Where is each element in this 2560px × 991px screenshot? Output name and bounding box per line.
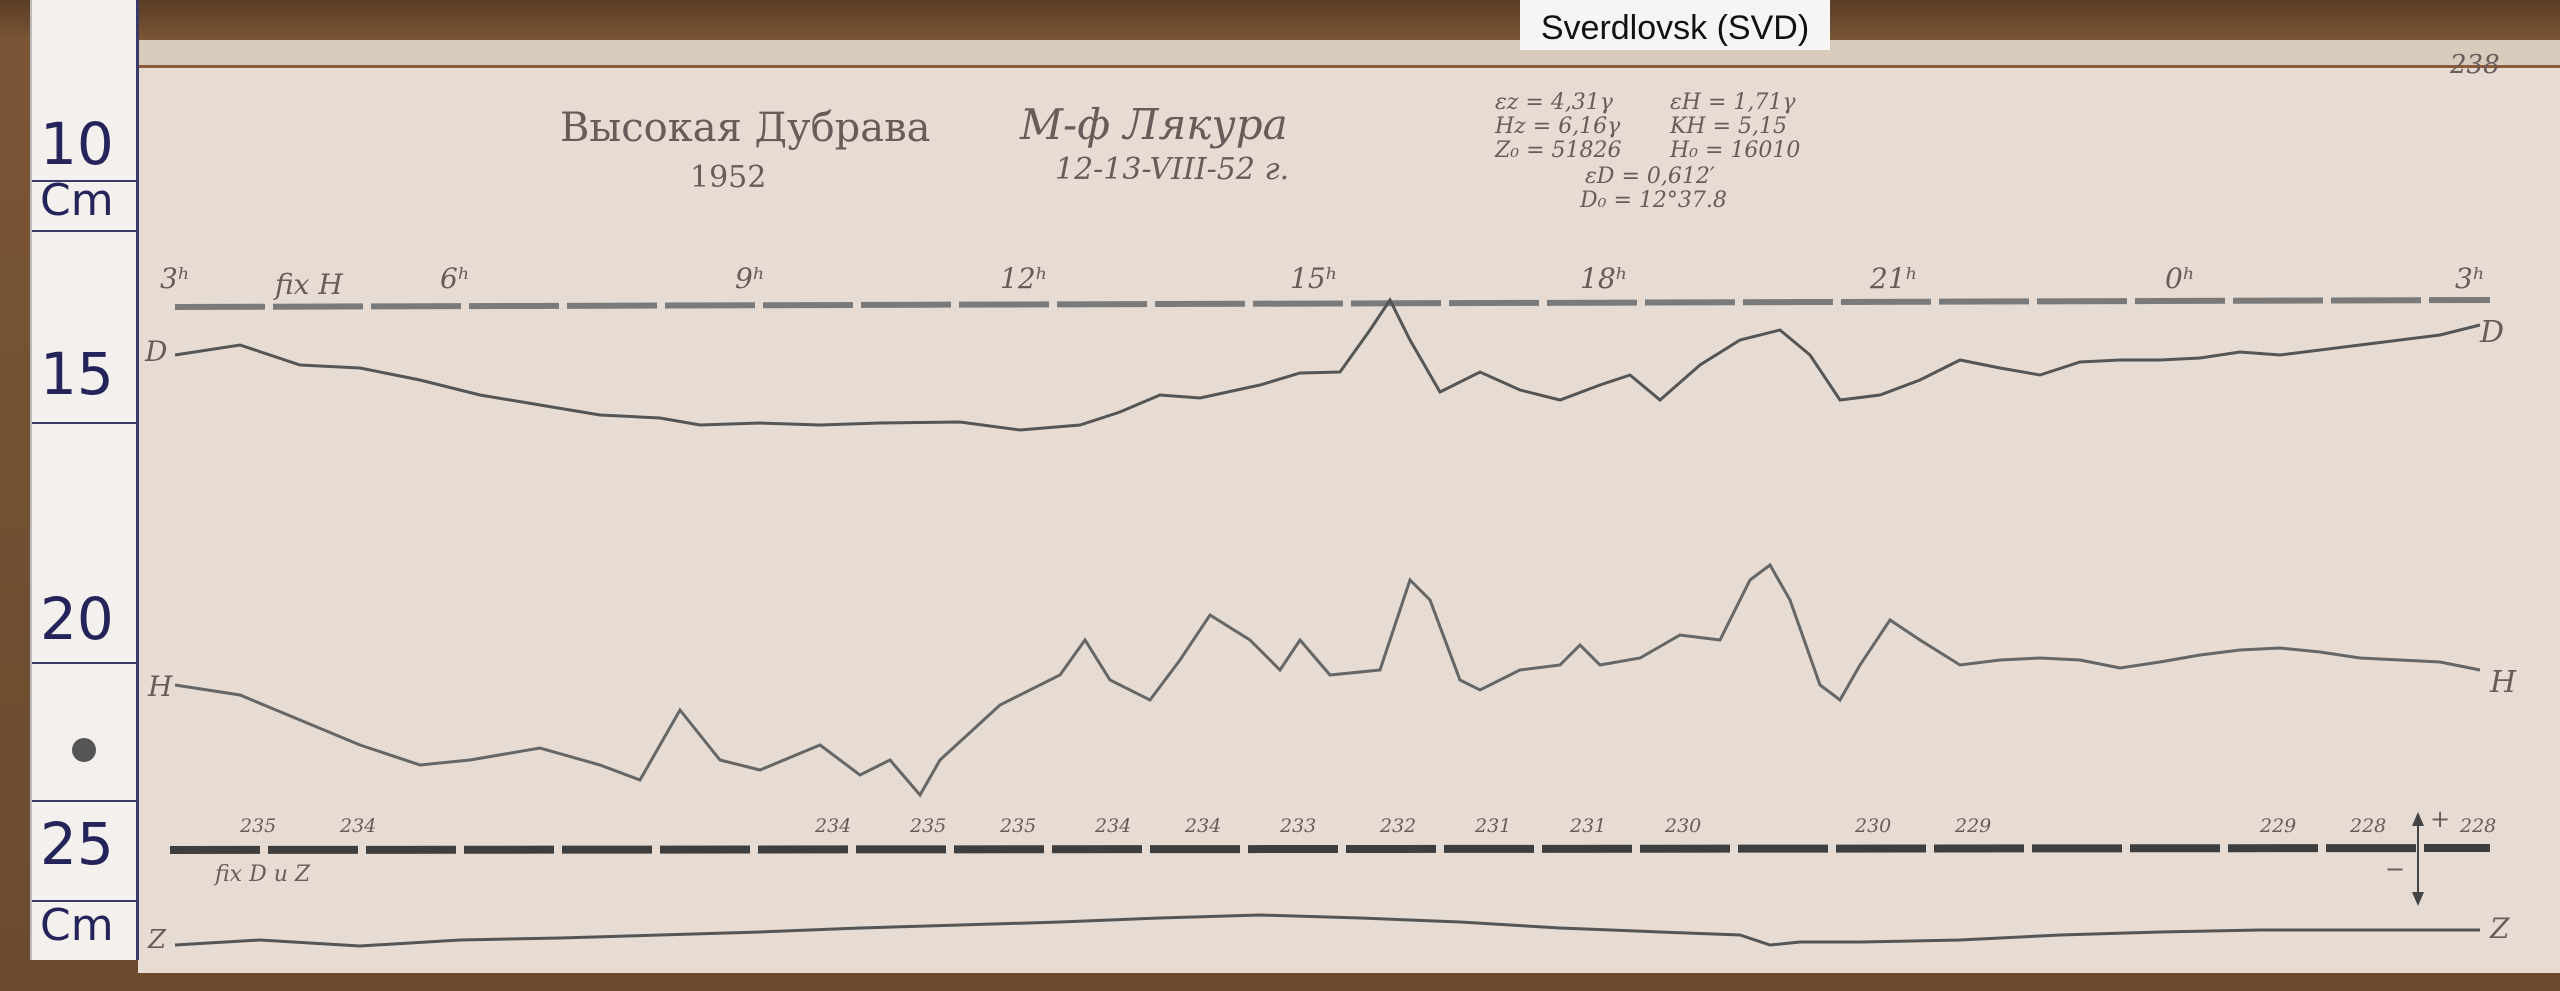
ruler-label: 15 [40,340,114,408]
temperature-label: 235 [1000,815,1037,837]
time-label: 12ʰ [1000,262,1048,295]
fix-dz-label: fix D u Z [215,862,311,887]
trace-label-d: D [2480,315,2505,350]
time-label: 6ʰ [440,262,470,295]
top-baseline [174,297,2491,310]
temperature-label: 234 [1095,815,1132,837]
ruler: 10 Cm 15 20 25 Cm [30,0,139,960]
constant: εD = 0,612′ [1585,164,1715,189]
arrow-up-icon [2412,812,2424,826]
year: 1952 [690,160,767,195]
constant: Hz = 6,16γ [1495,114,1621,139]
constant: H₀ = 16010 [1670,138,1801,163]
constant: KH = 5,15 [1670,114,1788,139]
bottom-baseline [169,844,2491,854]
temperature-label: 229 [1955,815,1992,837]
magnetogram-paper [138,65,2560,973]
date: 12-13-VIII-52 г. [1055,152,1290,187]
temperature-label: 234 [340,815,377,837]
temperature-label: 235 [240,815,277,837]
temperature-label: 228 [2350,815,2387,837]
temperature-label: 230 [1665,815,1702,837]
temperature-label: 233 [1280,815,1317,837]
time-label: 3ʰ [160,262,190,295]
ruler-unit: Cm [40,900,114,951]
trace-label-d: D [145,335,168,368]
trace-label-h: H [2490,665,2517,700]
constant: Z₀ = 51826 [1495,138,1622,163]
ruler-tick [32,800,136,802]
arrow-minus: − [2385,855,2406,883]
ruler-unit: Cm [40,175,114,226]
h-trace [174,562,2481,798]
time-label: 3ʰ [2455,262,2485,295]
constant: D₀ = 12°37.8 [1580,188,1727,213]
ruler-hole [72,738,96,762]
constant: εH = 1,71γ [1670,90,1796,115]
ruler-label: 20 [40,585,114,653]
d-trace [174,297,2481,432]
ruler-tick [32,422,136,424]
temperature-label: 234 [1185,815,1222,837]
time-label: 9ʰ [735,262,765,295]
time-label: 15ʰ [1290,262,1338,295]
arrow-down-icon [2412,892,2424,906]
temperature-label: 228 [2460,815,2497,837]
temperature-label: 234 [815,815,852,837]
temperature-label: 235 [910,815,947,837]
z-trace [174,913,2480,948]
instrument: М-ф Лякура [1020,100,1288,149]
ruler-tick [32,230,136,232]
time-label: fix H [275,268,343,301]
temperature-label: 232 [1380,815,1417,837]
temperature-label: 231 [1570,815,1607,837]
ruler-tick [32,180,136,182]
arrow-plus: + [2430,805,2451,833]
temperature-label: 230 [1855,815,1892,837]
ruler-tick [32,662,136,664]
ruler-tick [32,900,136,902]
temperature-label: 231 [1475,815,1512,837]
time-label: 21ʰ [1870,262,1918,295]
trace-label-h: H [148,670,173,703]
station-name: Высокая Дубрава [560,105,931,151]
page-number: 238 [2450,50,2500,80]
trace-label-z: Z [148,925,167,955]
temperature-label: 229 [2260,815,2297,837]
ruler-label: 25 [40,810,114,878]
trace-label-z: Z [2490,912,2510,945]
time-label: 18ʰ [1580,262,1628,295]
ruler-label: 10 [40,110,114,178]
station-tag: Sverdlovsk (SVD) [1520,0,1830,50]
constant: εz = 4,31γ [1495,90,1613,115]
time-label: 0ʰ [2165,262,2195,295]
